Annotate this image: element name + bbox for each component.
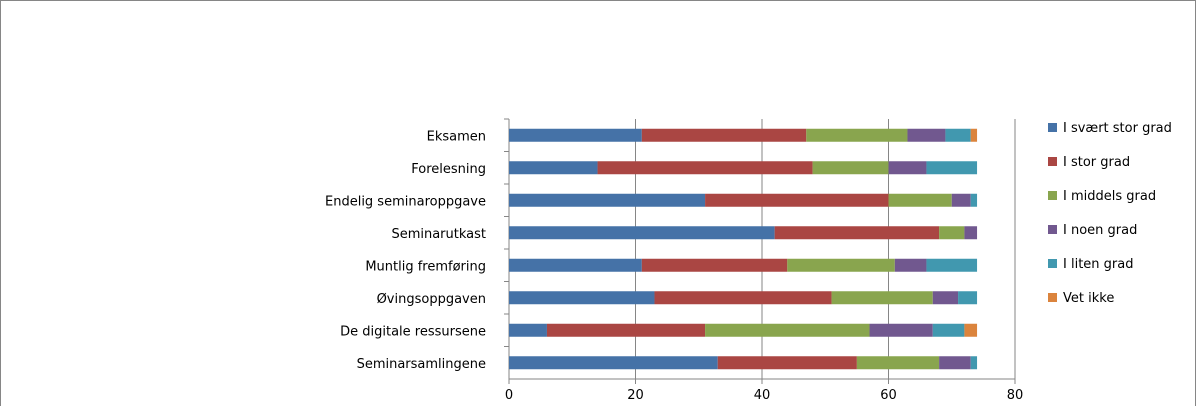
x-tick-label: 80: [1007, 388, 1024, 403]
category-label: Muntlig fremføring: [365, 259, 486, 274]
category-label: Endelig seminaroppgave: [325, 194, 486, 209]
legend-swatch: [1048, 157, 1057, 166]
bar-segment: [856, 356, 940, 370]
bar-segment: [970, 356, 978, 370]
bar-segment: [509, 291, 655, 305]
bar-segment: [774, 226, 940, 240]
category-label: Seminarutkast: [391, 227, 486, 242]
x-tick-label: 0: [505, 388, 513, 403]
legend-label: Vet ikke: [1063, 291, 1114, 306]
bar-segment: [509, 193, 706, 207]
bar-segment: [509, 356, 718, 370]
bar-segment: [926, 258, 978, 272]
legend-swatch: [1048, 293, 1057, 302]
legend-swatch: [1048, 259, 1057, 268]
bar-segment: [970, 193, 978, 207]
bar-segment: [945, 128, 971, 142]
bar-segment: [806, 128, 908, 142]
bar-segment: [964, 323, 978, 337]
category-label: Øvingsoppgaven: [377, 292, 486, 307]
bar-segment: [939, 226, 965, 240]
bar-segment: [509, 323, 547, 337]
bar-segment: [509, 226, 775, 240]
bar-segment: [932, 291, 959, 305]
x-tick-label: 20: [627, 388, 644, 403]
bar-segment: [888, 193, 952, 207]
bar-segment: [654, 291, 832, 305]
legend-label: I liten grad: [1063, 257, 1133, 272]
bar-segment: [939, 356, 971, 370]
bar-segment: [951, 193, 971, 207]
bar-segment: [597, 161, 813, 175]
bar-segment: [641, 128, 807, 142]
category-label: De digitale ressursene: [340, 324, 486, 339]
legend-label: I middels grad: [1063, 189, 1156, 204]
legend-label: I svært stor grad: [1063, 121, 1172, 136]
bar-segment: [907, 128, 946, 142]
legend-swatch: [1048, 225, 1057, 234]
bar-segment: [787, 258, 895, 272]
bar-segment: [932, 323, 965, 337]
legend-swatch: [1048, 123, 1057, 132]
bar-segment: [546, 323, 706, 337]
category-label: Seminarsamlingene: [357, 357, 486, 372]
bar-segment: [509, 161, 598, 175]
category-label: Eksamen: [427, 129, 486, 144]
legend-swatch: [1048, 191, 1057, 200]
x-tick-label: 60: [880, 388, 897, 403]
bar-segment: [831, 291, 933, 305]
bar-segment: [641, 258, 788, 272]
bar-segment: [705, 193, 889, 207]
bar-segment: [970, 128, 978, 142]
bar-segment: [509, 128, 642, 142]
bar-segment: [926, 161, 978, 175]
bar-segment: [964, 226, 978, 240]
bar-segment: [509, 258, 642, 272]
bar-segment: [894, 258, 927, 272]
bar-segment: [812, 161, 889, 175]
legend-label: I stor grad: [1063, 155, 1130, 170]
bar-segment: [869, 323, 933, 337]
bar-segment: [717, 356, 857, 370]
bar-segment: [705, 323, 870, 337]
legend-label: I noen grad: [1063, 223, 1137, 238]
category-label: Forelesning: [411, 162, 486, 177]
bar-segment: [888, 161, 927, 175]
bar-segment: [958, 291, 978, 305]
x-tick-label: 40: [754, 388, 771, 403]
